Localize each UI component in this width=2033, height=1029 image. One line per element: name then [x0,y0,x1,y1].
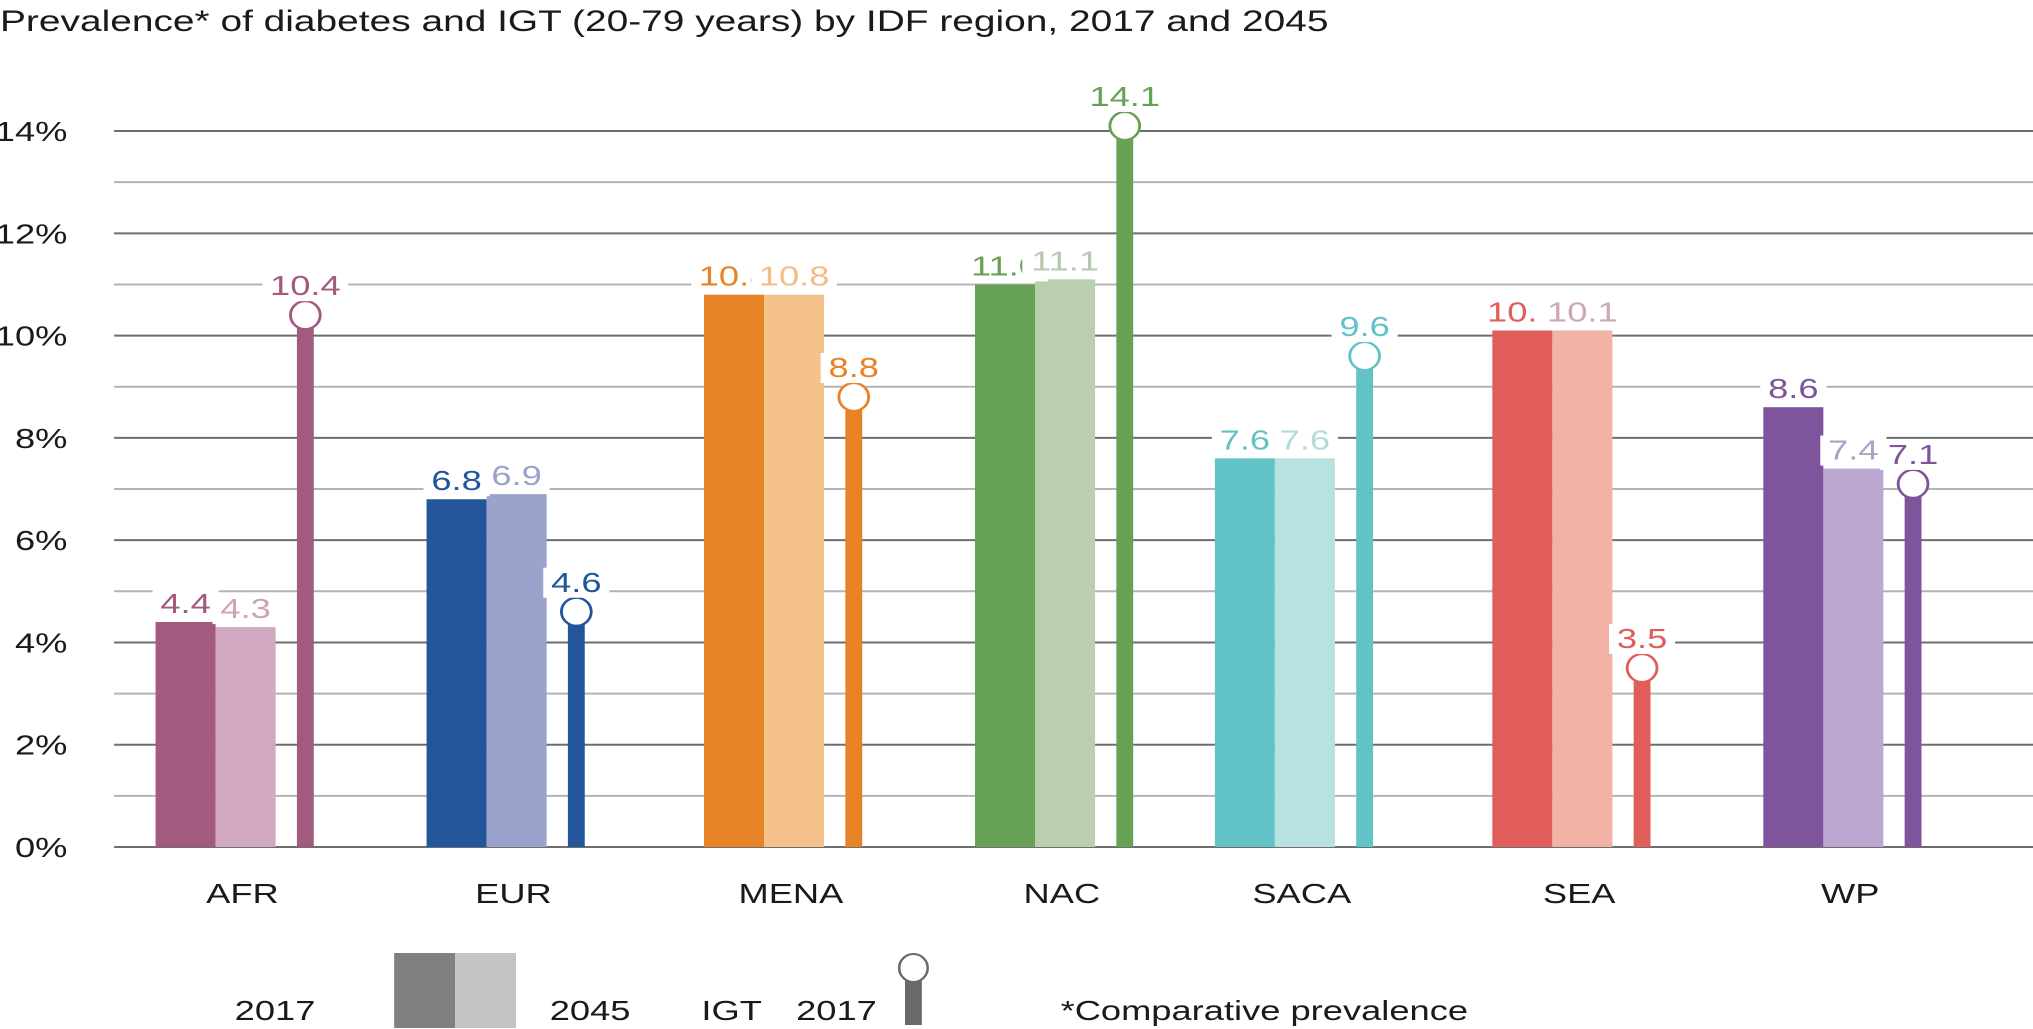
y-tick-label: 0% [15,832,67,863]
bar-2045-saca [1274,458,1335,847]
igt-marker-wp [1896,468,1930,500]
bar-2045-eur [486,494,547,847]
legend-label-igt: IGT [701,995,762,1026]
x-tick-label-nac: NAC [1024,878,1101,909]
value-label-igt-saca-bg [1331,312,1398,343]
x-tick-label-sea: SEA [1543,878,1616,909]
y-tick-label: 2% [15,730,67,761]
value-label-2045-mena-bg [751,261,837,292]
value-label-igt-eur: 4.6 [551,567,601,598]
value-label-igt-afr-bg [262,271,349,302]
bar-2017-sea [1492,330,1553,848]
legend: 2017 2045 IGT 2017 *Comparative prevalen… [235,953,1468,1028]
igt-stem-nac [1116,125,1134,847]
igt-stem-wp [1904,483,1922,847]
value-label-2017-afr: 4.4 [160,588,210,619]
legend-swatch-2017 [394,953,456,1028]
value-label-igt-mena: 8.8 [829,352,879,383]
legend-swatch-2045 [455,953,517,1028]
x-tick-label-saca: SACA [1252,878,1351,909]
y-tick-label: 4% [15,627,67,658]
value-label-2045-saca-bg [1271,425,1338,456]
value-label-igt-mena-bg [820,352,887,383]
value-label-igt-afr: 10.4 [270,270,341,301]
value-label-2045-afr: 4.3 [220,593,270,624]
value-label-2017-saca: 7.6 [1220,424,1270,455]
legend-label-2017: 2017 [235,995,316,1026]
bar-2045-sea [1552,330,1613,848]
igt-marker-nac [1108,110,1142,142]
bar-2045-mena [764,294,825,847]
igt-stem-mena [845,396,863,847]
igt-marker-saca [1348,340,1381,372]
igt-marker-eur [559,596,593,627]
value-label-igt-wp: 7.1 [1888,439,1938,470]
value-label-2045-wp-bg [1820,435,1887,466]
y-tick-label: 14% [0,116,67,147]
value-label-2017-wp: 8.6 [1768,373,1818,404]
value-label-2045-nac-bg [1022,246,1108,277]
value-label-2017-saca-bg [1211,425,1278,456]
value-label-igt-sea-bg [1609,624,1676,655]
value-label-2017-wp-bg [1760,374,1827,405]
value-label-igt-sea: 3.5 [1617,623,1667,654]
bar-2017-mena [704,294,765,847]
value-label-igt-wp-bg [1880,439,1947,470]
value-label-igt-nac-bg [1081,81,1168,112]
bar-2017-wp [1763,407,1824,847]
value-label-2045-mena: 10.8 [759,261,830,292]
value-label-2017-eur-bg [423,466,490,497]
legend-label-igt-2017: 2017 [796,995,877,1026]
value-label-2045-sea-bg [1539,297,1626,328]
y-tick-label: 10% [0,321,67,352]
chart-title: Prevalence* of diabetes and IGT (20-79 y… [0,5,1328,38]
x-axis-tick-labels: AFR EUR MENA NAC SACA SEA WP [206,878,1879,909]
igt-stem-saca [1356,356,1374,847]
igt-stem-sea [1633,668,1651,847]
bar-2017-saca [1214,458,1275,847]
value-label-2045-sea: 10.1 [1547,296,1618,327]
bar-2045-afr [215,627,276,847]
bar-2017-eur [426,499,487,847]
value-label-2017-afr-bg [152,588,219,619]
legend-label-2045: 2045 [550,995,631,1026]
value-label-2045-wp: 7.4 [1828,435,1878,466]
bar-2045-wp [1823,468,1884,847]
igt-marker-mena [837,381,871,413]
y-axis-tick-labels: 0% 2% 4% 6% 8% 10% 12% 14% [0,116,67,863]
bar-2017-nac [975,284,1036,848]
igt-marker-sea [1625,652,1659,684]
x-tick-label-afr: AFR [206,878,279,909]
value-label-2045-eur-bg [483,461,550,492]
value-label-2045-nac: 11.1 [1031,245,1099,276]
value-labels: 4.4 4.310.46.8 6.94.610.810.88.811.011.114… [152,81,1947,655]
legend-lollipop-circle-icon [897,953,929,983]
value-label-igt-nac: 14.1 [1089,81,1160,112]
value-label-igt-saca: 9.6 [1339,311,1389,342]
y-tick-label: 6% [15,525,67,556]
y-tick-label: 12% [0,218,67,249]
bar-2017-afr [155,621,216,847]
bars [155,110,1930,848]
value-label-2045-afr-bg [212,594,279,625]
y-tick-label: 8% [15,423,67,454]
igt-marker-afr [289,300,322,331]
value-label-2045-saca: 7.6 [1280,424,1330,455]
bar-2045-nac [1035,279,1096,847]
value-label-2017-eur: 6.8 [431,465,481,496]
value-label-igt-eur-bg [543,567,610,598]
x-tick-label-wp: WP [1821,878,1879,909]
igt-stem-afr [296,315,314,847]
igt-stem-eur [567,611,585,847]
x-tick-label-mena: MENA [738,878,843,909]
value-label-2045-eur: 6.9 [491,460,541,491]
x-tick-label-eur: EUR [475,878,552,909]
footnote: *Comparative prevalence [1061,995,1468,1026]
